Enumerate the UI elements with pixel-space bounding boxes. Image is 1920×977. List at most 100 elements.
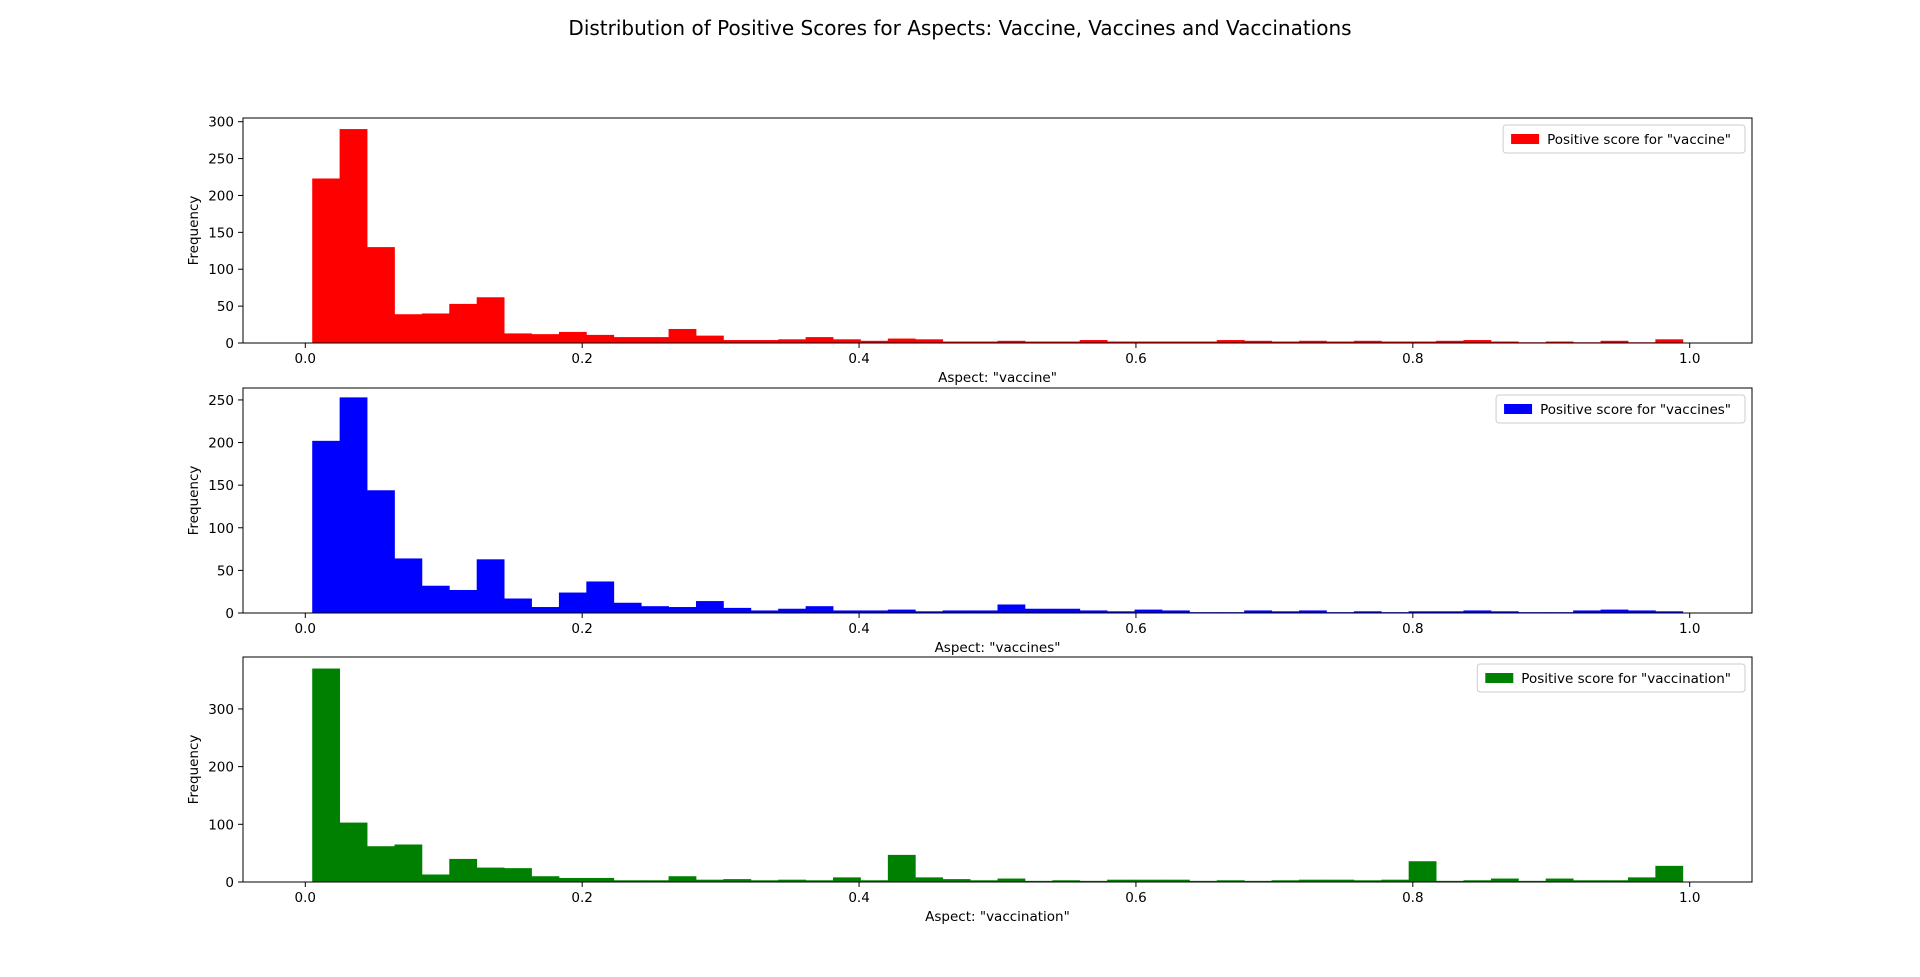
histogram-bar xyxy=(833,339,861,343)
histogram-bar xyxy=(531,334,560,343)
histogram-bar xyxy=(421,874,450,882)
histogram-bar xyxy=(695,601,724,613)
y-tick-label: 0 xyxy=(225,875,234,891)
histogram-bar xyxy=(339,822,368,882)
x-tick-label: 0.8 xyxy=(1402,351,1423,367)
y-tick-label: 200 xyxy=(208,760,234,776)
histogram-bar xyxy=(1216,340,1245,343)
histogram-bar xyxy=(1107,341,1135,343)
histogram-bar xyxy=(1463,340,1492,343)
x-tick-label: 0.6 xyxy=(1125,890,1146,906)
histogram-bar xyxy=(1490,341,1519,343)
histogram-bar xyxy=(915,339,944,343)
histogram-bar xyxy=(860,610,889,613)
histogram-bar xyxy=(887,609,916,613)
histogram-bar xyxy=(641,880,669,882)
histogram-bar xyxy=(504,333,532,343)
x-tick-label: 0.0 xyxy=(295,351,316,367)
histogram-bar xyxy=(1134,879,1163,882)
histogram-bar xyxy=(1545,878,1574,882)
histogram-bar xyxy=(421,585,450,613)
x-tick-label: 1.0 xyxy=(1679,621,1700,637)
y-axis-label: Frequency xyxy=(186,466,202,536)
histogram-bar xyxy=(778,339,807,343)
histogram-bar xyxy=(1381,879,1410,882)
histogram-bar xyxy=(613,880,642,882)
y-axis-label: Frequency xyxy=(186,196,202,266)
histogram-bar xyxy=(1052,880,1081,882)
x-tick-label: 0.2 xyxy=(571,351,592,367)
axes-frame xyxy=(242,387,1753,614)
histogram-bar xyxy=(1600,340,1629,343)
histogram-bar xyxy=(1408,861,1437,882)
y-tick-label: 0 xyxy=(225,606,234,622)
histogram-bar xyxy=(1079,610,1108,613)
histogram-bar xyxy=(970,880,998,882)
axes-frame xyxy=(242,656,1753,883)
legend-label: Positive score for "vaccines" xyxy=(1540,402,1731,418)
histogram-bar xyxy=(1134,609,1163,613)
histogram-bar xyxy=(1299,610,1327,613)
histogram-bar xyxy=(1326,879,1355,882)
histogram-bar xyxy=(613,602,642,613)
histogram-bar xyxy=(1079,340,1108,343)
histogram-bar xyxy=(421,313,450,343)
histogram-bar xyxy=(367,247,395,343)
histogram-bar xyxy=(1490,878,1519,882)
y-tick-label: 100 xyxy=(208,521,234,537)
histogram-bar xyxy=(723,340,752,343)
histogram-bar xyxy=(449,858,478,882)
histogram-bar xyxy=(750,340,779,343)
legend-swatch xyxy=(1504,404,1533,414)
x-tick-label: 0.8 xyxy=(1402,890,1423,906)
histogram-bar xyxy=(367,490,395,613)
histogram-bar xyxy=(1024,608,1053,613)
legend-box xyxy=(1495,394,1746,424)
x-tick-label: 0.2 xyxy=(571,890,592,906)
histogram-bar xyxy=(1134,341,1163,343)
x-tick-label: 0.4 xyxy=(848,351,869,367)
x-tick-label: 0.0 xyxy=(295,621,316,637)
histogram-bar xyxy=(1024,880,1053,882)
y-tick-label: 50 xyxy=(217,563,234,579)
histogram-bar xyxy=(1271,880,1300,882)
y-tick-label: 300 xyxy=(208,702,234,718)
histogram-bar xyxy=(558,877,587,882)
histogram-bar xyxy=(339,397,368,614)
histogram-bar xyxy=(778,608,807,613)
histogram-bar xyxy=(970,610,998,613)
histogram-bar xyxy=(860,340,889,343)
histogram-bar xyxy=(915,611,944,613)
y-axis-label: Frequency xyxy=(186,735,202,805)
histogram-bar xyxy=(586,581,615,613)
histogram-bar xyxy=(668,876,697,882)
x-tick-label: 0.6 xyxy=(1125,621,1146,637)
histogram-bar xyxy=(1573,610,1601,613)
y-tick-label: 0 xyxy=(225,336,234,352)
x-tick-label: 0.0 xyxy=(295,890,316,906)
histogram-bar xyxy=(476,559,505,613)
histogram-bar xyxy=(942,610,971,613)
histogram-bar xyxy=(1655,339,1684,343)
histogram-bar xyxy=(997,878,1026,882)
histogram-bar xyxy=(778,879,807,882)
subplot-1: 0.0 0.2 0.4 0.6 0.8 1.0 0 50 100 150 200 250 300 Aspe… xyxy=(186,115,1753,386)
histogram-bar xyxy=(1353,880,1382,882)
y-tick-label: 250 xyxy=(208,393,234,409)
x-tick-label: 1.0 xyxy=(1679,351,1700,367)
histogram-bar xyxy=(997,340,1026,343)
y-tick-label: 100 xyxy=(208,262,234,278)
histogram-bar xyxy=(942,879,971,882)
subplot-3: 0.0 0.2 0.4 0.6 0.8 1.0 0 100 200 300 Aspect: "vac… xyxy=(186,656,1753,925)
y-tick-label: 200 xyxy=(208,188,234,204)
y-tick-label: 250 xyxy=(208,152,234,168)
histogram-bar xyxy=(1326,341,1355,343)
histogram-bar xyxy=(558,331,587,343)
x-axis-label: Aspect: "vaccine" xyxy=(938,370,1057,386)
histogram-bar xyxy=(1244,340,1273,343)
histogram-bar xyxy=(449,589,478,613)
histogram-bar xyxy=(833,610,861,613)
histogram-bar xyxy=(723,879,752,882)
histogram-bar xyxy=(1463,880,1492,882)
histogram-bar xyxy=(1627,877,1656,882)
